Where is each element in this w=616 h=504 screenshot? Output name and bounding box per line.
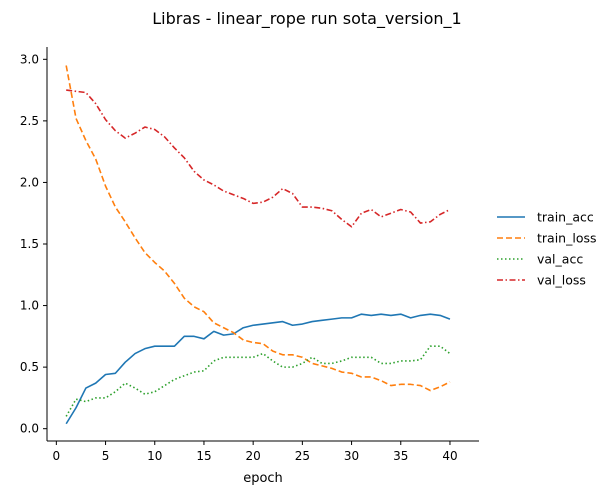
chart-title: Libras - linear_rope run sota_version_1 [152,9,461,29]
x-tick-label: 25 [295,449,310,463]
legend-label-val-acc: val_acc [537,252,583,267]
series-lines [65,65,451,425]
x-axis-ticks: 0 5 10 15 20 25 30 35 40 [53,441,458,463]
x-tick-label: 30 [344,449,359,463]
y-tick-label: 0.5 [20,360,39,374]
y-axis-ticks: 0.0 0.5 1.0 1.5 2.0 2.5 3.0 [20,52,47,436]
x-tick-label: 40 [442,449,457,463]
x-tick-label: 10 [147,449,162,463]
y-tick-label: 3.0 [20,52,39,66]
y-tick-label: 1.0 [20,299,39,313]
series-line-val-acc [65,345,451,417]
x-tick-label: 0 [53,449,61,463]
y-tick-label: 1.5 [20,237,39,251]
x-tick-label: 35 [393,449,408,463]
legend-label-train-acc: train_acc [537,210,594,225]
series-line-train-acc [65,313,451,425]
x-tick-label: 15 [196,449,211,463]
legend-label-val-loss: val_loss [537,273,586,288]
x-axis-label: epoch [243,471,283,486]
legend-label-train-loss: train_loss [537,231,597,246]
series-line-val-loss [66,89,451,228]
legend: train_acc train_loss val_acc val_loss [497,210,597,288]
y-tick-label: 0.0 [20,422,39,436]
series-line-train-loss [65,65,451,392]
x-tick-label: 5 [102,449,110,463]
x-tick-label: 20 [246,449,261,463]
y-tick-label: 2.5 [20,114,39,128]
y-tick-label: 2.0 [20,175,39,189]
